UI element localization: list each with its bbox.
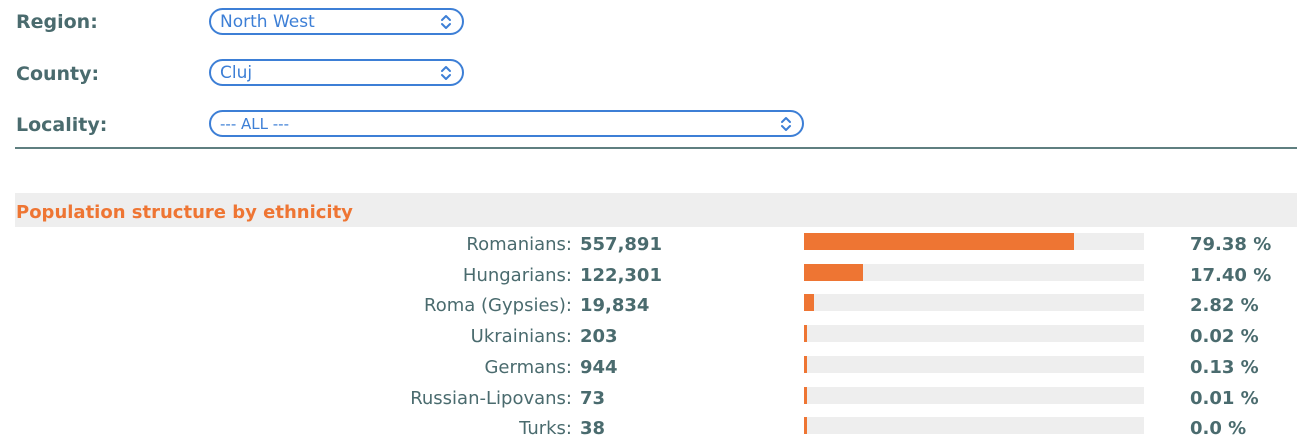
- percent-bar-fill: [804, 355, 807, 373]
- ethnicity-percent: 2.82 %: [1190, 295, 1259, 317]
- ethnicity-percent: 17.40 %: [1190, 264, 1272, 286]
- percent-bar-track: [804, 417, 1144, 435]
- percent-bar-track: [804, 233, 1144, 250]
- ethnicity-count: 73: [580, 387, 606, 409]
- ethnicity-percent: 0.13 %: [1190, 356, 1259, 378]
- ethnicity-row: Hungarians: 122,301 17.40 %: [0, 260, 1297, 290]
- ethnicity-label: Turks:: [519, 418, 572, 440]
- ethnicity-count: 19,834: [580, 295, 650, 317]
- ethnicity-percent: 79.38 %: [1190, 234, 1272, 255]
- ethnicity-label: Germans:: [484, 356, 572, 378]
- chevron-up-down-icon: [781, 117, 791, 131]
- ethnicity-label: Ukrainians:: [470, 326, 572, 348]
- locality-select[interactable]: --- ALL ---: [209, 110, 804, 137]
- ethnicity-percent: 0.01 %: [1190, 387, 1259, 409]
- ethnicity-label: Hungarians:: [462, 264, 572, 286]
- ethnicity-row: Russian-Lipovans: 73 0.01 %: [0, 383, 1297, 413]
- ethnicity-row: Ukrainians: 203 0.02 %: [0, 321, 1297, 351]
- ethnicity-count: 38: [580, 418, 606, 440]
- county-select[interactable]: Cluj: [209, 59, 464, 86]
- percent-bar-fill: [804, 233, 1074, 250]
- ethnicity-label: Russian-Lipovans:: [410, 387, 572, 409]
- ethnicity-row: Germans: 944 0.13 %: [0, 352, 1297, 382]
- county-label: County:: [16, 63, 100, 85]
- chevron-up-down-icon: [441, 15, 451, 29]
- ethnicity-percent: 0.02 %: [1190, 326, 1259, 348]
- county-select-value: Cluj: [220, 62, 253, 83]
- ethnicity-count: 122,301: [580, 264, 662, 286]
- ethnicity-label: Roma (Gypsies):: [424, 295, 572, 317]
- ethnicity-row: Turks: 38 0.0 %: [0, 413, 1297, 443]
- chevron-up-down-icon: [441, 66, 451, 80]
- region-label: Region:: [16, 11, 98, 33]
- percent-bar-fill: [804, 325, 807, 343]
- ethnicity-percent: 0.0 %: [1190, 418, 1247, 440]
- percent-bar-track: [804, 294, 1144, 312]
- percent-bar-track: [804, 325, 1144, 343]
- percent-bar-fill: [804, 263, 864, 281]
- locality-label: Locality:: [16, 114, 108, 136]
- locality-select-value: --- ALL ---: [220, 114, 289, 133]
- percent-bar-fill: [804, 417, 807, 435]
- section-header: Population structure by ethnicity: [15, 193, 1297, 227]
- ethnicity-row: Romanians: 557,891 79.38 %: [0, 229, 1297, 259]
- region-select-value: North West: [220, 11, 315, 32]
- ethnicity-row: Roma (Gypsies): 19,834 2.82 %: [0, 290, 1297, 320]
- ethnicity-count: 944: [580, 356, 618, 378]
- percent-bar-track: [804, 355, 1144, 373]
- region-select[interactable]: North West: [209, 8, 464, 35]
- section-title: Population structure by ethnicity: [16, 202, 353, 223]
- ethnicity-count: 203: [580, 326, 618, 348]
- percent-bar-fill: [804, 386, 807, 404]
- percent-bar-track: [804, 386, 1144, 404]
- divider: [15, 147, 1297, 149]
- percent-bar-fill: [804, 294, 814, 312]
- ethnicity-count: 557,891: [580, 234, 662, 255]
- percent-bar-track: [804, 263, 1144, 281]
- ethnicity-label: Romanians:: [466, 234, 572, 255]
